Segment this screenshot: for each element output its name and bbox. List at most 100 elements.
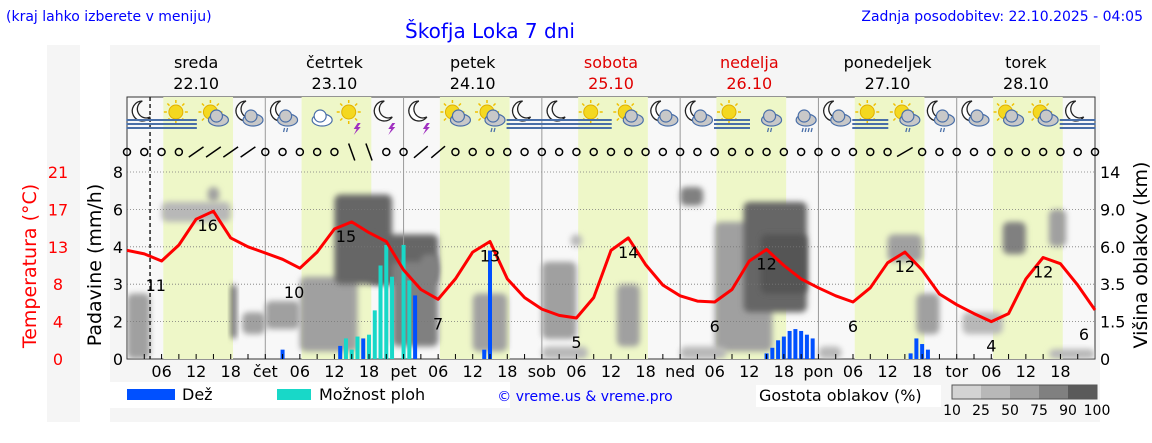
calm-wind-icon bbox=[1073, 147, 1082, 157]
showers-bar bbox=[378, 265, 383, 359]
sun-ray bbox=[1031, 117, 1035, 122]
calm-wind-icon bbox=[952, 147, 961, 157]
calm-wind-icon bbox=[710, 147, 719, 157]
rain-bar bbox=[488, 250, 492, 359]
sun-ray bbox=[734, 102, 739, 107]
x-tick-label: 12 bbox=[1016, 362, 1036, 381]
rain-bar bbox=[920, 344, 925, 359]
calm-wind-icon bbox=[537, 147, 547, 157]
precip-tick: 0 bbox=[113, 350, 123, 369]
cloud-shape bbox=[832, 109, 846, 123]
rain-bar bbox=[776, 340, 781, 359]
moon-shape bbox=[511, 100, 532, 122]
rain-drop bbox=[905, 127, 908, 133]
cloud-legend-swatch bbox=[952, 385, 981, 399]
rain-drop bbox=[908, 127, 911, 133]
rain-bar bbox=[914, 338, 919, 359]
calm-wind-icon bbox=[295, 147, 305, 157]
cloud-cell bbox=[230, 284, 237, 340]
calm-wind-icon bbox=[312, 147, 322, 157]
showers-bar bbox=[401, 244, 406, 359]
cloud-shape bbox=[797, 109, 811, 123]
x-tick-label: 12 bbox=[739, 362, 759, 381]
temperature-tick: 0 bbox=[53, 350, 63, 369]
moon-cloud-rain-icon bbox=[926, 100, 956, 133]
calm-wind-icon bbox=[503, 147, 512, 157]
wind-barb-icon bbox=[188, 146, 204, 158]
moon-shape bbox=[1065, 100, 1085, 122]
wind-row bbox=[122, 143, 1100, 161]
calm-wind-icon bbox=[1021, 147, 1031, 157]
moon-shape bbox=[131, 100, 151, 122]
cloud-legend-level: 50 bbox=[1001, 403, 1019, 419]
moon-cloud-icon bbox=[961, 100, 990, 127]
day-name: sobota bbox=[584, 53, 638, 72]
calm-wind-icon bbox=[399, 147, 408, 157]
rain-bar bbox=[908, 353, 913, 359]
sun-ray bbox=[181, 102, 185, 107]
temperature-line bbox=[126, 209, 1097, 324]
showers-legend-label: Možnost ploh bbox=[319, 385, 425, 404]
cloud-legend-level: 75 bbox=[1030, 403, 1048, 419]
credit-link[interactable]: © vreme.us & vreme.pro bbox=[497, 389, 672, 405]
moon-cloud-icon bbox=[684, 100, 714, 127]
x-tick-label: pet bbox=[390, 362, 416, 381]
temperature-label: 11 bbox=[146, 276, 166, 295]
cloud-cell bbox=[616, 284, 640, 347]
cloud-icon bbox=[311, 109, 333, 127]
page-title: Škofja Loka 7 dni bbox=[405, 19, 575, 43]
precip-tick: 8 bbox=[113, 163, 123, 182]
calm-wind-icon bbox=[278, 147, 287, 157]
cloud-cell bbox=[1048, 209, 1067, 247]
temperature-label: 13 bbox=[480, 246, 500, 265]
day-date: 23.10 bbox=[312, 74, 358, 93]
cloud-height-tick: 0 bbox=[1100, 350, 1110, 369]
cloud-cell bbox=[207, 186, 220, 202]
temperature-label: 6 bbox=[848, 317, 858, 336]
x-tick-label: 18 bbox=[497, 362, 517, 381]
cloud-legend-level: 10 bbox=[943, 403, 961, 419]
rain-legend-label: Dež bbox=[182, 385, 213, 404]
cloud-heavy-rain-icon bbox=[795, 109, 817, 133]
cloud-cell bbox=[570, 234, 583, 247]
temperature-axis-title: Temperatura (°C) bbox=[19, 184, 41, 349]
rain-bar bbox=[804, 334, 809, 359]
x-tick-label: sob bbox=[528, 362, 556, 381]
calm-wind-icon bbox=[624, 147, 633, 157]
calm-wind-icon bbox=[883, 147, 892, 157]
sun-ray bbox=[996, 102, 1000, 107]
cloud-cell bbox=[680, 186, 704, 206]
wind-barb-icon bbox=[365, 143, 373, 161]
day-name: četrtek bbox=[306, 53, 364, 72]
temperature-label: 15 bbox=[336, 227, 356, 246]
sun-ray bbox=[443, 117, 447, 122]
wind-barb-icon bbox=[430, 145, 446, 159]
precip-tick: 4 bbox=[113, 238, 123, 257]
precip-tick: 6 bbox=[113, 200, 123, 219]
wind-barb-icon bbox=[347, 143, 356, 161]
rain-drop bbox=[942, 127, 946, 133]
calm-wind-icon bbox=[1004, 147, 1013, 157]
sun-ray bbox=[166, 102, 171, 107]
cloud-height-tick: 3.5 bbox=[1100, 275, 1125, 294]
rain-bar bbox=[482, 349, 487, 359]
sun-ray bbox=[1011, 102, 1015, 107]
cloud-shape bbox=[244, 109, 258, 123]
menu-hint[interactable]: (kraj lahko izberete v meniju) bbox=[6, 9, 212, 25]
x-tick-label: 12 bbox=[601, 362, 621, 381]
calm-wind-icon bbox=[935, 147, 944, 157]
precip-tick: 3 bbox=[113, 275, 123, 294]
cloud-legend-swatch bbox=[1010, 385, 1039, 399]
cloud-shape bbox=[1004, 109, 1019, 123]
moon-cloud-icon bbox=[823, 100, 852, 127]
x-tick-label: 12 bbox=[324, 362, 344, 381]
moon-shape bbox=[546, 100, 566, 122]
rain-bar bbox=[810, 338, 815, 359]
day-name: sreda bbox=[174, 53, 218, 72]
x-tick-label: 06 bbox=[566, 362, 586, 381]
moon-cloud-icon bbox=[235, 100, 264, 127]
axes: 21 17 13 8 4 0 8 6 4 3 2 0 14 9.0 6.0 3.5 1.5 0 Temperatur… bbox=[19, 162, 1152, 381]
cloud-cell bbox=[242, 312, 266, 335]
day-date: 26.10 bbox=[726, 74, 772, 93]
legend: Dež Možnost ploh © vreme.us & vreme.pro Gos… bbox=[110, 382, 1110, 419]
